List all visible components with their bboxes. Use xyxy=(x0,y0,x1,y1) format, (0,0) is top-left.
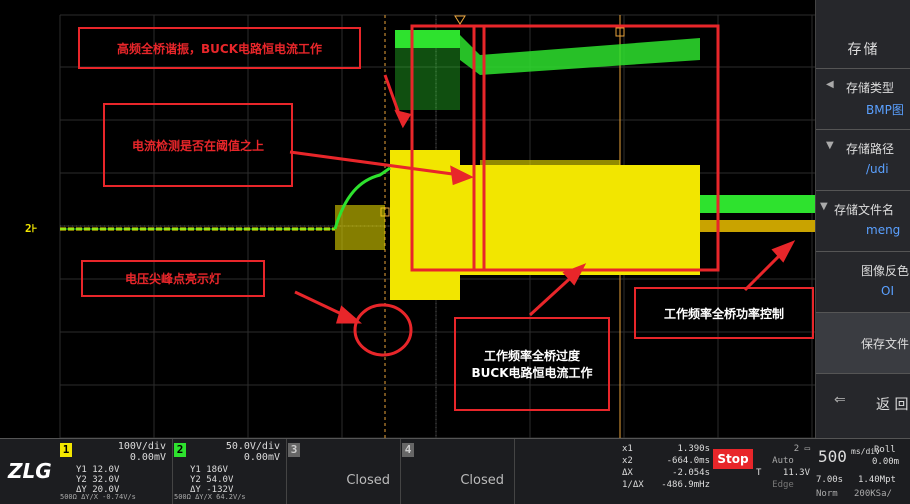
ch3-info[interactable]: 3 Closed xyxy=(286,439,401,504)
menu-item-save-path[interactable]: ▼ 存储路径 /udi xyxy=(816,129,910,190)
status-bar: ZLG 1 100V/div 0.00mV Y1 12.0V Y2 32.0V … xyxy=(0,438,910,504)
arrow-left-icon: ◀ xyxy=(826,79,834,90)
back-icon: ⇐ xyxy=(834,392,846,408)
annotation-current-detect: 电流检测是否在阈值之上 xyxy=(103,103,293,187)
waveform-svg xyxy=(59,14,815,438)
menu-item-invert[interactable]: 图像反色 OI xyxy=(816,251,910,312)
annotation-transition: 工作频率全桥过度 BUCK电路恒电流工作 xyxy=(454,317,610,411)
chevron-down-icon: ▼ xyxy=(820,201,828,212)
zlg-logo: ZLG xyxy=(8,459,52,483)
annotation-overlays xyxy=(289,24,796,357)
trigger-position-marker[interactable] xyxy=(454,15,466,25)
ch2-info[interactable]: 2 50.0V/div 0.00mV Y1 186V Y2 54.0V ΔY -… xyxy=(172,439,287,504)
chevron-down-icon: ▼ xyxy=(826,140,834,151)
trigger-info[interactable]: 2 ▭ Auto T 11.3V Edge xyxy=(756,444,810,490)
ch1-info[interactable]: 1 100V/div 0.00mV Y1 12.0V Y2 32.0V ΔY 2… xyxy=(58,439,173,504)
save-file-button[interactable]: 保存文件 xyxy=(816,312,910,373)
run-stop-button[interactable]: Stop xyxy=(713,449,753,469)
annotation-voltage-spike: 电压尖峰点亮示灯 xyxy=(81,260,265,297)
back-button[interactable]: ⇐ 返 回 xyxy=(816,373,910,434)
save-menu-title: 存储 xyxy=(847,42,880,58)
annotation-power-control: 工作频率全桥功率控制 xyxy=(634,287,814,339)
menu-item-save-type[interactable]: ◀ 存储类型 BMP图 xyxy=(816,68,910,129)
save-menu-panel: 存储 ◀ 存储类型 BMP图 ▼ 存储路径 /udi ▼ 存储文件名 meng … xyxy=(815,0,910,438)
cursor-readout: x1 1.390s x2 -664.0ms ΔX -2.054s 1/ΔX -4… xyxy=(622,444,710,490)
ch2-ground-marker[interactable]: 2⊦ xyxy=(25,222,38,235)
waveform-display[interactable]: 2⊦ 高频全桥谐振，BUCK电路恒电流工作 电流检测是否在阈值之上 电压尖峰点亮… xyxy=(0,0,815,438)
ch4-info[interactable]: 4 Closed xyxy=(400,439,515,504)
menu-item-file-name[interactable]: ▼ 存储文件名 meng xyxy=(816,190,910,251)
annotation-high-freq: 高频全桥谐振，BUCK电路恒电流工作 xyxy=(78,27,361,69)
